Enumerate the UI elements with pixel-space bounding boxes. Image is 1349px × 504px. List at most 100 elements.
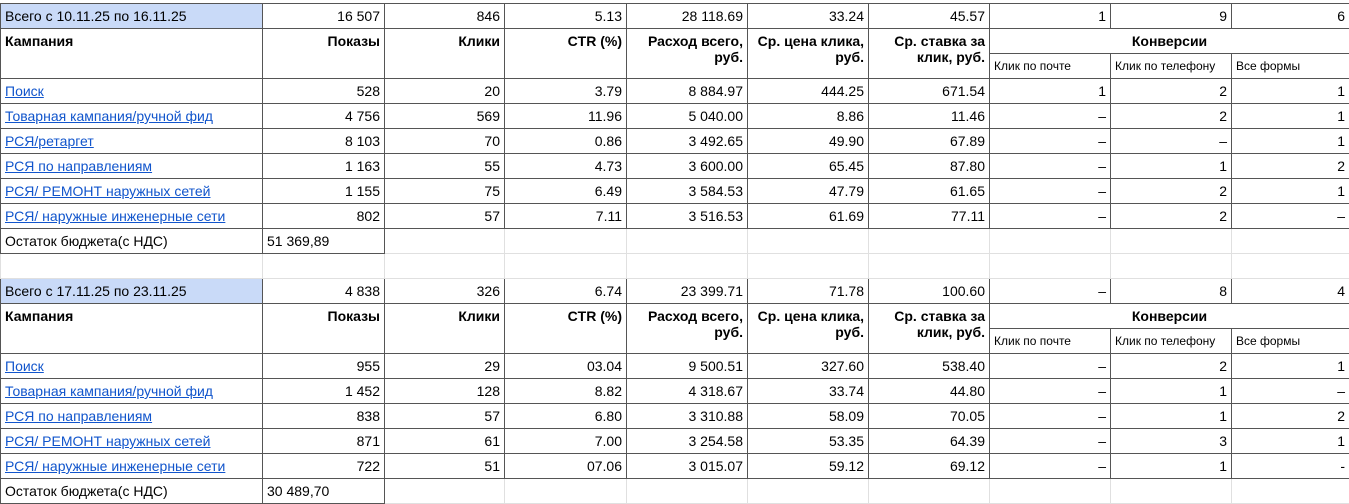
total-value: 1	[989, 3, 1111, 29]
column-header: Клики	[384, 303, 505, 354]
metric-value: 8.82	[504, 378, 627, 404]
empty-cell	[1110, 478, 1232, 504]
column-header: Расход всего, руб.	[626, 28, 748, 79]
metric-value: 871	[262, 428, 385, 454]
empty-cell	[504, 228, 627, 254]
empty-cell	[868, 228, 990, 254]
metric-value: 03.04	[504, 353, 627, 379]
campaign-link[interactable]: РСЯ по направлениям	[5, 408, 153, 424]
column-header: Кампания	[0, 28, 263, 79]
metric-value: 57	[384, 403, 505, 429]
metric-value: 49.90	[747, 128, 869, 154]
metric-value: 29	[384, 353, 505, 379]
total-label: Всего с 10.11.25 по 16.11.25	[0, 3, 263, 29]
metric-value: –	[1110, 128, 1232, 154]
empty-cell	[504, 478, 627, 504]
campaign-name: Поиск	[0, 78, 263, 104]
empty-cell	[989, 478, 1111, 504]
empty-cell	[747, 228, 869, 254]
campaign-link[interactable]: РСЯ/ РЕМОНТ наружных сетей	[5, 433, 211, 449]
metric-value: 67.89	[868, 128, 990, 154]
total-value: 6.74	[504, 278, 627, 304]
campaign-name: РСЯ по направлениям	[0, 403, 263, 429]
campaign-link[interactable]: Поиск	[5, 358, 44, 374]
metric-value: 2	[1110, 353, 1232, 379]
campaign-name: РСЯ по направлениям	[0, 153, 263, 179]
row: РСЯ/ наружные инженерные сети 722 51 07.06 3…	[0, 453, 1349, 479]
metric-value: 11.96	[504, 103, 627, 129]
metric-value: 1	[1110, 153, 1232, 179]
spreadsheet: Всего с 10.11.25 по 16.11.25 16 507 846 5.1…	[0, 3, 1349, 504]
metric-value: –	[989, 153, 1111, 179]
campaign-link[interactable]: Товарная кампания/ручной фид	[5, 108, 213, 124]
metric-value: 70.05	[868, 403, 990, 429]
metric-value: 53.35	[747, 428, 869, 454]
campaign-link[interactable]: Товарная кампания/ручной фид	[5, 383, 213, 399]
campaign-link[interactable]: РСЯ/ наружные инженерные сети	[5, 208, 226, 224]
metric-value: –	[989, 403, 1111, 429]
metric-value: 1	[1231, 353, 1349, 379]
total-value: 846	[384, 3, 505, 29]
metric-value: 4 318.67	[626, 378, 748, 404]
row: Всего с 10.11.25 по 16.11.25 16 507 846 5.1…	[0, 3, 1349, 29]
metric-value: 8 884.97	[626, 78, 748, 104]
metric-value: 1	[989, 78, 1111, 104]
column-header: Ср. цена клика, руб.	[747, 28, 869, 79]
metric-value: 75	[384, 178, 505, 204]
campaign-name: РСЯ/ретаргет	[0, 128, 263, 154]
column-header: Ср. ставка за клик, руб.	[868, 303, 990, 354]
metric-value: 1	[1231, 428, 1349, 454]
metric-value: –	[989, 128, 1111, 154]
metric-value: 1	[1231, 178, 1349, 204]
campaign-link[interactable]: РСЯ/ РЕМОНТ наружных сетей	[5, 183, 211, 199]
row	[0, 253, 1349, 279]
metric-value: 327.60	[747, 353, 869, 379]
empty-cell	[626, 228, 748, 254]
row: Поиск 528 20 3.79 8 884.97 444.25 671.54 1 2 1	[0, 78, 1349, 104]
empty-cell	[384, 478, 505, 504]
metric-value: 2	[1110, 178, 1232, 204]
empty-cell	[262, 253, 385, 279]
metric-value: 802	[262, 203, 385, 229]
empty-cell	[626, 253, 748, 279]
metric-value: 55	[384, 153, 505, 179]
metric-value: 65.45	[747, 153, 869, 179]
row: Кампания Показы Клики CTR (%) Расход всего, …	[0, 28, 1349, 79]
empty-cell	[504, 253, 627, 279]
metric-value: 1 163	[262, 153, 385, 179]
column-header: Клики	[384, 28, 505, 79]
total-value: 16 507	[262, 3, 385, 29]
empty-cell	[0, 253, 263, 279]
campaign-link[interactable]: Поиск	[5, 83, 44, 99]
total-value: 9	[1110, 3, 1232, 29]
metric-value: –	[1231, 378, 1349, 404]
row: Кампания Показы Клики CTR (%) Расход всего, …	[0, 303, 1349, 354]
metric-value: 4 756	[262, 103, 385, 129]
row: Клик по почте Клик по телефону Все формы	[1, 328, 1349, 354]
metric-value: 5 040.00	[626, 103, 748, 129]
row: РСЯ/ретаргет 8 103 70 0.86 3 492.65 49.90 67.8…	[0, 128, 1349, 154]
empty-cell	[384, 228, 505, 254]
metric-value: 3 310.88	[626, 403, 748, 429]
column-header: Показы	[262, 28, 385, 79]
metric-value: 57	[384, 203, 505, 229]
column-header: Ср. ставка за клик, руб.	[868, 28, 990, 79]
campaign-link[interactable]: РСЯ по направлениям	[5, 158, 153, 174]
metric-value: 0.86	[504, 128, 627, 154]
metric-value: 528	[262, 78, 385, 104]
metric-value: 07.06	[504, 453, 627, 479]
total-value: 5.13	[504, 3, 627, 29]
conversion-subheader: Клик по телефону	[1110, 328, 1232, 354]
empty-cell	[1231, 478, 1349, 504]
campaign-name: Товарная кампания/ручной фид	[0, 378, 263, 404]
metric-value: 7.00	[504, 428, 627, 454]
metric-value: 128	[384, 378, 505, 404]
metric-value: –	[989, 428, 1111, 454]
metric-value: 6.49	[504, 178, 627, 204]
metric-value: 51	[384, 453, 505, 479]
campaign-link[interactable]: РСЯ/ наружные инженерные сети	[5, 458, 226, 474]
empty-cell	[747, 253, 869, 279]
campaign-link[interactable]: РСЯ/ретаргет	[5, 133, 94, 149]
campaign-name: Поиск	[0, 353, 263, 379]
metric-value: 61.69	[747, 203, 869, 229]
